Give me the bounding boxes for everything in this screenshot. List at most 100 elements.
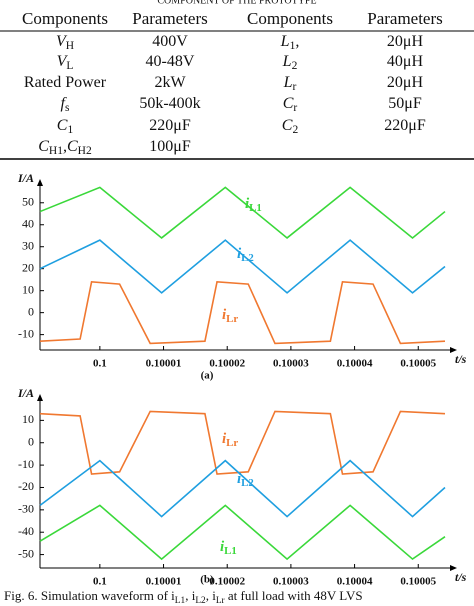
y-axis-label: I/A <box>17 171 34 185</box>
y-tick-label: 30 <box>22 238 34 252</box>
x-tick-label: 0.1 <box>93 358 107 370</box>
table-cell: 220μF <box>384 117 426 134</box>
table-cell: 220μF <box>149 117 191 134</box>
table-cell: L2 <box>282 53 298 72</box>
y-axis-arrow <box>37 179 43 186</box>
table-cell: 40μH <box>387 53 424 70</box>
waveform <box>39 410 446 475</box>
y-axis-label: I/A <box>17 386 34 400</box>
x-tick-label: 0.10005 <box>400 358 436 370</box>
series-label: iL2 <box>237 471 254 489</box>
subscript: H1 <box>49 145 63 157</box>
x-axis-arrow <box>450 565 457 571</box>
text-part: 2kW <box>154 74 186 91</box>
subscript: Lr <box>216 596 226 606</box>
text-part: , i <box>206 588 217 603</box>
text-part: i <box>237 471 242 487</box>
text-part: Fig. 6. Simulation waveform of i <box>4 588 175 603</box>
subscript: L2 <box>241 477 254 489</box>
y-axis-arrow <box>37 394 43 401</box>
table-cell: Cr <box>283 95 298 114</box>
subscript: H <box>66 40 74 52</box>
text-part: C <box>283 95 294 112</box>
subscript: 1 <box>67 124 73 136</box>
table-cell: 50μF <box>388 95 422 112</box>
table-cell: 50k-400k <box>139 95 200 112</box>
table-header-cell: Components <box>22 9 108 28</box>
figure-caption: Fig. 6. Simulation waveform of iL1, iL2,… <box>4 588 363 606</box>
subscript: L1 <box>175 596 186 606</box>
subscript: L <box>66 60 73 72</box>
text-part: V <box>57 53 69 70</box>
text-part: f <box>61 95 68 112</box>
text-part: ,C <box>63 138 78 155</box>
table-cell: 40-48V <box>146 53 195 70</box>
table-cell: 20μH <box>387 74 424 91</box>
text-part: i <box>220 539 225 555</box>
y-tick-label: -10 <box>18 326 34 340</box>
y-tick-label: 10 <box>22 282 34 296</box>
x-tick-label: 0.10002 <box>209 576 245 588</box>
x-axis-arrow <box>450 347 457 353</box>
x-tick-label: 0.10004 <box>337 576 373 588</box>
waveform <box>39 504 446 561</box>
text-part: , <box>295 33 299 50</box>
waveform <box>39 281 446 345</box>
subscript: 1 <box>290 40 296 52</box>
panel-label: (a) <box>201 370 214 382</box>
subscript: 2 <box>292 60 298 72</box>
text-part: i <box>222 307 227 323</box>
series-label: iLr <box>222 431 238 449</box>
y-tick-label: 20 <box>22 260 34 274</box>
text-part: 40μH <box>387 53 424 70</box>
table-cell: 100μF <box>149 138 191 155</box>
table-cell: 2kW <box>154 74 186 91</box>
subscript: Lr <box>226 437 238 449</box>
text-part: at full load with 48V LVS <box>225 588 363 603</box>
subscript: r <box>293 102 297 114</box>
x-axis-label: t/s <box>455 570 467 584</box>
text-part: , i <box>185 588 196 603</box>
subscript: H2 <box>78 145 92 157</box>
waveform <box>39 186 446 239</box>
text-part: 220μF <box>149 117 191 134</box>
subscript: s <box>65 102 70 114</box>
text-part: 20μH <box>387 74 424 91</box>
text-part: 50k-400k <box>139 95 200 112</box>
text-part: L <box>280 33 290 50</box>
series-label: iLr <box>222 307 238 325</box>
y-tick-label: -50 <box>18 546 34 560</box>
x-tick-label: 0.1 <box>93 576 107 588</box>
x-tick-label: 0.10001 <box>146 576 182 588</box>
x-tick-label: 0.10003 <box>273 576 309 588</box>
text-part: 100μF <box>149 138 191 155</box>
text-part: C <box>38 138 49 155</box>
subscript: L2 <box>195 596 206 606</box>
text-part: i <box>237 246 242 262</box>
text-part: 40-48V <box>146 53 195 70</box>
table-cell: L1, <box>280 33 300 52</box>
y-tick-label: 0 <box>28 304 34 318</box>
x-tick-label: 0.10005 <box>400 576 436 588</box>
table-cell: VH <box>56 33 74 52</box>
waveform <box>39 239 446 294</box>
x-tick-label: 0.10004 <box>337 358 373 370</box>
text-part: 20μH <box>387 33 424 50</box>
text-part: i <box>245 196 250 212</box>
text-part: L <box>282 53 292 70</box>
subscript: L1 <box>249 202 262 214</box>
y-tick-label: -30 <box>18 502 34 516</box>
x-tick-label: 0.10001 <box>146 358 182 370</box>
table-caption: COMPONENT OF THE PROTOTYPE <box>157 0 316 6</box>
text-part: L <box>283 74 293 91</box>
text-part: C <box>282 117 293 134</box>
y-tick-label: 0 <box>28 434 34 448</box>
y-tick-label: -10 <box>18 457 34 471</box>
table-cell: fs <box>61 95 70 114</box>
table-cell: VL <box>57 53 74 72</box>
y-tick-label: -20 <box>18 479 34 493</box>
series-label: iL1 <box>220 539 237 557</box>
table-cell: CH1,CH2 <box>38 138 92 157</box>
